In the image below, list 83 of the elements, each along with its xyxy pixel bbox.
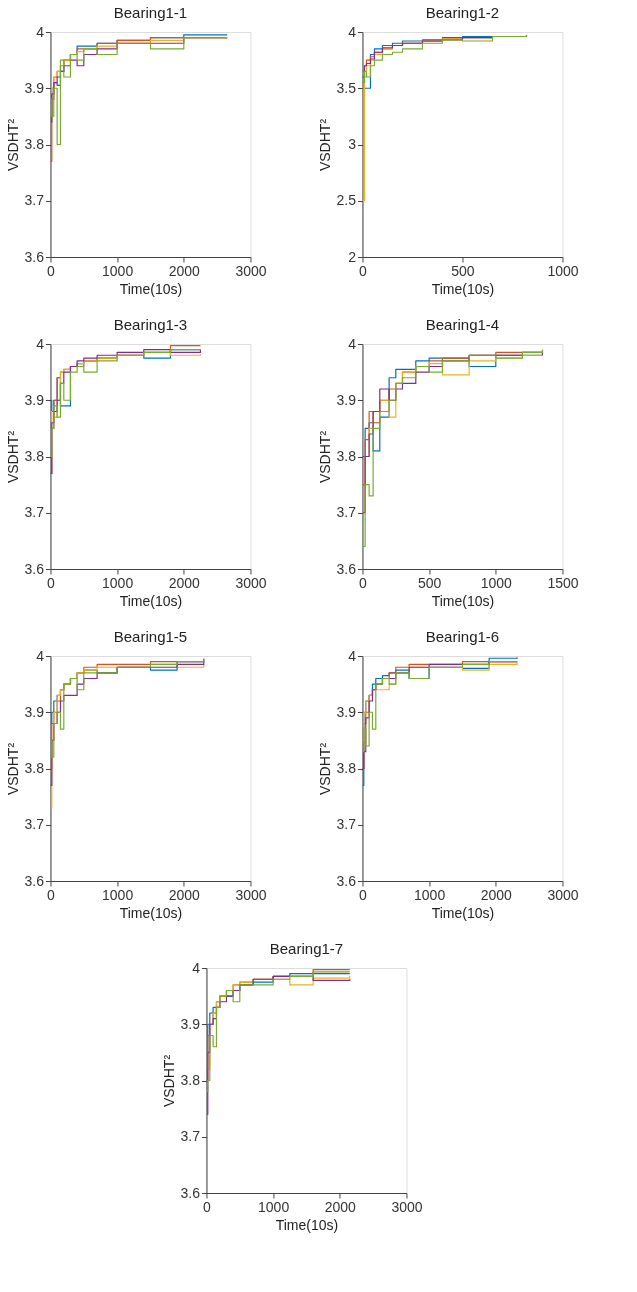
- x-tick-label: 0: [47, 262, 56, 279]
- x-axis-title: Time(10s): [431, 592, 495, 609]
- x-axis-title: Time(10s): [431, 904, 495, 921]
- y-tick-label: 3.7: [24, 504, 45, 521]
- y-tick-label: 3.7: [180, 1128, 201, 1145]
- x-tick-label: 1000: [480, 574, 513, 591]
- y-tick-label: 3.8: [180, 1072, 201, 1088]
- y-tick-label: 4: [348, 23, 357, 40]
- chart-title: Bearing1-1: [113, 4, 188, 21]
- x-tick-label: 0: [47, 886, 56, 903]
- y-tick-label: 4: [348, 647, 357, 664]
- y-tick-label: 3.5: [336, 79, 357, 96]
- y-tick-label: 3.7: [24, 192, 45, 209]
- y-tick-label: 3.8: [24, 136, 45, 152]
- x-tick-label: 0: [359, 886, 368, 903]
- y-tick-label: 3.7: [336, 816, 357, 833]
- x-tick-label: 3000: [235, 886, 267, 903]
- x-tick-label: 3000: [391, 1198, 423, 1215]
- y-axis-title: VSDHT²: [4, 118, 21, 172]
- y-tick-label: 3.6: [24, 248, 45, 265]
- y-tick-label: 3.7: [336, 504, 357, 521]
- y-tick-label: 3.7: [24, 816, 45, 833]
- y-tick-label: 3.9: [24, 703, 45, 720]
- y-tick-label: 4: [36, 335, 45, 352]
- y-tick-label: 4: [36, 23, 45, 40]
- x-axis-title: Time(10s): [431, 280, 495, 297]
- chart-title: Bearing1-5: [113, 628, 188, 645]
- y-tick-label: 3.6: [336, 560, 357, 577]
- y-axis-title: VSDHT²: [4, 430, 21, 484]
- y-tick-label: 3.8: [336, 448, 357, 464]
- x-tick-label: 2000: [480, 886, 513, 903]
- y-tick-label: 3.8: [336, 760, 357, 776]
- y-tick-label: 2: [348, 248, 357, 265]
- chart-title: Bearing1-7: [269, 940, 344, 957]
- x-tick-label: 3000: [547, 886, 579, 903]
- x-tick-label: 1000: [102, 574, 134, 591]
- y-tick-label: 3.9: [24, 79, 45, 96]
- x-tick-label: 1000: [414, 886, 446, 903]
- y-axis-title: VSDHT²: [4, 742, 21, 796]
- y-tick-label: 3.9: [24, 391, 45, 408]
- y-axis-title: VSDHT²: [316, 742, 333, 796]
- x-tick-label: 2000: [168, 262, 201, 279]
- x-tick-label: 0: [359, 262, 368, 279]
- y-tick-label: 3: [348, 136, 357, 152]
- x-tick-label: 1000: [547, 262, 579, 279]
- x-tick-label: 1000: [102, 886, 134, 903]
- x-tick-label: 2000: [168, 574, 201, 591]
- y-tick-label: 3.9: [336, 391, 357, 408]
- x-tick-label: 1000: [258, 1198, 290, 1215]
- y-tick-label: 3.8: [24, 448, 45, 464]
- x-tick-label: 1000: [102, 262, 134, 279]
- y-axis-title: VSDHT²: [160, 1054, 177, 1108]
- x-tick-label: 500: [417, 574, 442, 591]
- x-axis-title: Time(10s): [119, 280, 183, 297]
- x-tick-label: 2000: [168, 886, 201, 903]
- x-tick-label: 0: [47, 574, 56, 591]
- y-axis-title: VSDHT²: [316, 430, 333, 484]
- chart-title: Bearing1-6: [425, 628, 500, 645]
- y-tick-label: 4: [36, 647, 45, 664]
- x-axis-title: Time(10s): [119, 904, 183, 921]
- y-tick-label: 2.5: [336, 192, 357, 209]
- x-tick-label: 0: [203, 1198, 212, 1215]
- y-tick-label: 3.6: [24, 872, 45, 889]
- x-tick-label: 2000: [324, 1198, 357, 1215]
- chart-title: Bearing1-2: [425, 4, 500, 21]
- x-tick-label: 500: [451, 262, 475, 279]
- y-tick-label: 4: [348, 335, 357, 352]
- x-tick-label: 0: [359, 574, 368, 591]
- y-tick-label: 3.6: [180, 1184, 201, 1201]
- y-axis-title: VSDHT²: [316, 118, 333, 172]
- x-tick-label: 1500: [547, 574, 579, 591]
- y-tick-label: 3.6: [24, 560, 45, 577]
- x-axis-title: Time(10s): [119, 592, 183, 609]
- x-tick-label: 3000: [235, 574, 267, 591]
- y-tick-label: 3.8: [24, 760, 45, 776]
- y-tick-label: 3.9: [180, 1015, 201, 1032]
- y-tick-label: 3.6: [336, 872, 357, 889]
- x-tick-label: 3000: [235, 262, 267, 279]
- x-axis-title: Time(10s): [275, 1216, 339, 1233]
- chart-title: Bearing1-4: [425, 316, 500, 333]
- y-tick-label: 4: [192, 959, 201, 976]
- chart-title: Bearing1-3: [113, 316, 188, 333]
- y-tick-label: 3.9: [336, 703, 357, 720]
